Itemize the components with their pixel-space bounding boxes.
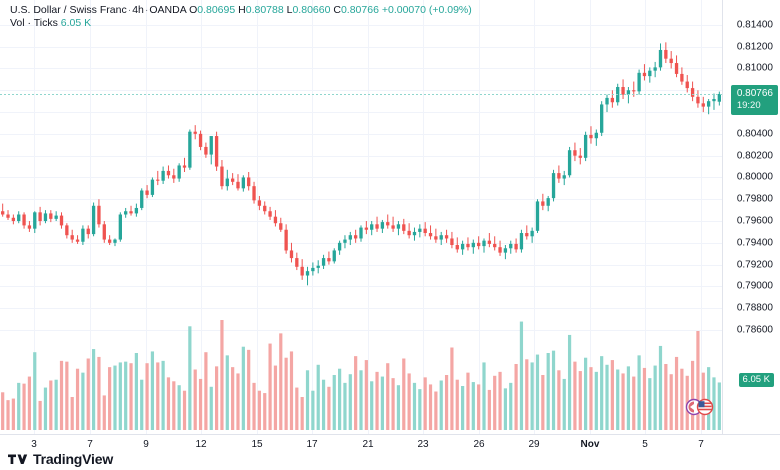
gridline (0, 24, 722, 26)
current-price-badge[interactable]: 0.80766 19:20 (730, 84, 778, 115)
price-axis-tick: 0.78600 (736, 324, 773, 336)
tradingview-logo[interactable]: TradingView (8, 451, 113, 467)
ohlc-open-value: 0.80695 (197, 4, 236, 16)
time-axis-tick: 7 (698, 439, 704, 450)
price-change: +0.00070 (+0.09%) (381, 4, 472, 16)
tradingview-mark-icon (8, 454, 28, 464)
gridline (0, 155, 722, 157)
gridline-vertical (479, 0, 480, 435)
time-axis-separator (0, 434, 780, 435)
gridline (0, 330, 722, 331)
price-axis[interactable]: 0.814000.812000.810000.808000.806000.804… (723, 0, 780, 435)
chart-legend: U.S. Dollar / Swiss Franc·4h·OANDA O0.80… (10, 4, 472, 30)
gridline (0, 308, 722, 310)
ohlc-open-key: O (189, 4, 198, 16)
gridline-vertical (423, 0, 424, 435)
current-price-countdown: 19:20 (736, 99, 761, 111)
price-axis-tick: 0.80400 (736, 128, 773, 140)
gridline (0, 90, 722, 92)
price-axis-tick: 0.79800 (736, 193, 773, 205)
price-axis-tick: 0.81000 (736, 62, 773, 74)
time-axis-tick: 3 (31, 439, 37, 450)
price-axis-tick: 0.79000 (736, 280, 773, 292)
gridline (0, 112, 722, 114)
symbol-name[interactable]: U.S. Dollar / Swiss Franc (10, 4, 127, 16)
time-axis-tick: 5 (642, 439, 648, 450)
time-axis-tick: 29 (528, 439, 540, 450)
ohlc-close-value: 0.80766 (340, 4, 379, 16)
gridline-vertical (645, 0, 646, 435)
legend-sep-1: · (127, 4, 132, 16)
gridline-vertical (590, 0, 591, 435)
volume-study-value: 6.05 K (60, 17, 92, 29)
ohlc-low-key: L (286, 4, 293, 16)
gridline (0, 133, 722, 135)
exchange-label: OANDA (149, 4, 187, 16)
legend-sep-2: · (144, 4, 149, 16)
price-axis-tick: 0.79200 (736, 259, 773, 271)
gridline (0, 177, 722, 179)
gridline-vertical (312, 0, 313, 435)
gridline (0, 199, 722, 201)
volume-value-badge[interactable]: 6.05 K (738, 373, 774, 388)
time-axis-tick: 15 (251, 439, 263, 450)
volume-study-label[interactable]: Vol · Ticks (10, 17, 58, 29)
time-axis-tick: 9 (143, 439, 149, 450)
ohlc-high-value: 0.80788 (245, 4, 284, 16)
ohlc-low: L0.80660 (287, 4, 331, 16)
gridline-vertical (90, 0, 91, 435)
price-axis-tick: 0.81400 (736, 19, 773, 31)
gridline-vertical (534, 0, 535, 435)
current-price-value: 0.80766 (736, 87, 773, 99)
legend-symbol-row[interactable]: U.S. Dollar / Swiss Franc·4h·OANDA O0.80… (10, 4, 472, 17)
price-axis-tick: 0.81200 (736, 41, 773, 53)
ohlc-close: C0.80766 (333, 4, 379, 16)
ohlc-high: H0.80788 (238, 4, 284, 16)
current-price-line (0, 93, 722, 95)
ohlc-close-key: C (333, 4, 341, 16)
time-axis-tick: 26 (473, 439, 485, 450)
price-axis-tick: 0.80200 (736, 150, 773, 162)
time-axis-tick: 7 (87, 439, 93, 450)
candlestick-volume-series (1, 42, 721, 430)
price-axis-tick: 0.79400 (736, 237, 773, 249)
gridline-vertical (257, 0, 258, 435)
gridline-vertical (701, 0, 702, 435)
price-axis-separator (722, 0, 723, 435)
price-axis-tick: 0.79600 (736, 215, 773, 227)
gridline (0, 221, 722, 223)
tradingview-wordmark: TradingView (33, 451, 114, 467)
gridline (0, 264, 722, 266)
time-axis-tick: 17 (306, 439, 318, 450)
ohlc-high-key: H (238, 4, 246, 16)
time-axis-tick: 21 (362, 439, 374, 450)
time-axis[interactable]: 3 7 9 12 15 17 21 23 26 29 Nov 5 7 (0, 435, 722, 455)
time-axis-tick: 23 (417, 439, 429, 450)
interval-label[interactable]: 4h (132, 4, 144, 16)
country-flag-marker[interactable] (683, 398, 717, 416)
price-axis-tick: 0.80000 (736, 171, 773, 183)
legend-volume-row[interactable]: Vol · Ticks 6.05 K (10, 17, 472, 30)
gridline-vertical (368, 0, 369, 435)
gridline (0, 68, 722, 70)
ohlc-open: O0.80695 (189, 4, 235, 16)
gridline-vertical (146, 0, 147, 435)
chart-pane[interactable] (0, 0, 722, 435)
gridline (0, 286, 722, 288)
time-axis-tick: 12 (195, 439, 207, 450)
ohlc-low-value: 0.80660 (292, 4, 331, 16)
gridline-vertical (201, 0, 202, 435)
price-axis-tick: 0.78800 (736, 302, 773, 314)
time-axis-tick: Nov (580, 439, 600, 450)
gridline (0, 46, 722, 48)
gridline (0, 242, 722, 244)
